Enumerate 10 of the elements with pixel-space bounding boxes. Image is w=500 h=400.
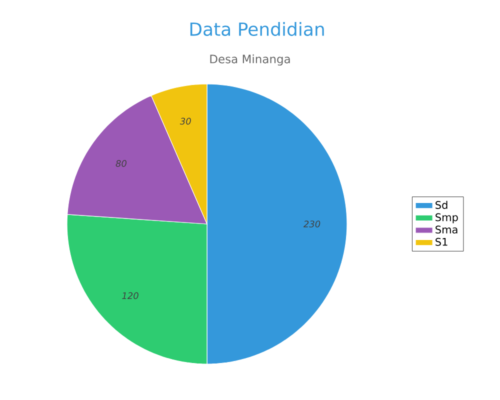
- data-label: 230: [303, 220, 320, 228]
- legend-label: Sd: [436, 200, 448, 209]
- legend-label: Smp: [436, 213, 458, 224]
- legend-label: S1: [436, 238, 448, 246]
- data-label: 120: [122, 292, 138, 300]
- chart-subtitle: Desa Minanga: [210, 54, 290, 66]
- data-label: 30: [180, 118, 191, 125]
- chart-title: Data Pendidian: [190, 22, 324, 36]
- data-label: 80: [116, 160, 126, 167]
- legend-label: Sma: [436, 226, 458, 234]
